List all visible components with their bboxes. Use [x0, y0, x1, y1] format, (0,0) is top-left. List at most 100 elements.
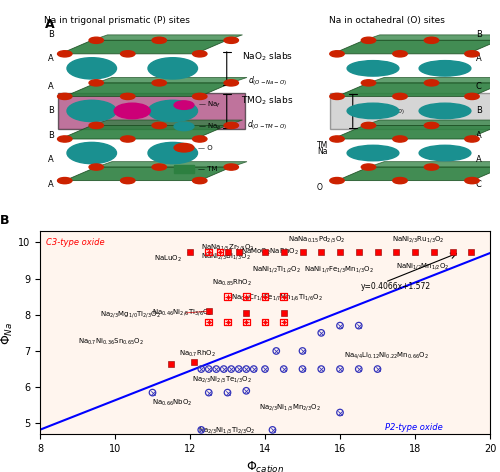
- Text: TMO$_2$ slabs: TMO$_2$ slabs: [241, 94, 294, 107]
- Circle shape: [465, 93, 479, 100]
- Ellipse shape: [419, 60, 471, 76]
- Point: [224, 248, 232, 256]
- Circle shape: [362, 122, 376, 128]
- Polygon shape: [368, 161, 500, 167]
- Polygon shape: [60, 40, 227, 54]
- Text: y=0.4066x+1.572: y=0.4066x+1.572: [360, 282, 431, 291]
- Text: NaO$_2$ slabs: NaO$_2$ slabs: [242, 50, 293, 63]
- Point: [298, 347, 306, 355]
- Circle shape: [89, 164, 104, 170]
- Point: [205, 318, 213, 326]
- Circle shape: [114, 103, 150, 118]
- Point: [220, 365, 228, 373]
- Point: [190, 358, 198, 366]
- Circle shape: [465, 51, 479, 57]
- Text: Na$_{0.9}$Cr$_{1/7}$Fe$_{1/7}$Mn$_{1/6}$Ti$_{1/6}$O$_2$: Na$_{0.9}$Cr$_{1/7}$Fe$_{1/7}$Mn$_{1/6}$…: [231, 293, 323, 303]
- Point: [280, 293, 288, 301]
- Point: [317, 329, 325, 337]
- Text: NaNi$_{1/2}$Mn$_{1/2}$O$_2$: NaNi$_{1/2}$Mn$_{1/2}$O$_2$: [396, 261, 450, 272]
- Point: [280, 318, 288, 326]
- Circle shape: [152, 37, 166, 43]
- Text: A: A: [48, 54, 54, 63]
- Point: [242, 293, 250, 301]
- Ellipse shape: [347, 103, 399, 118]
- Point: [336, 365, 344, 373]
- Circle shape: [496, 80, 500, 86]
- Point: [336, 322, 344, 329]
- Circle shape: [120, 51, 135, 57]
- Point: [205, 318, 213, 326]
- Point: [355, 322, 363, 329]
- Point: [242, 365, 250, 373]
- Text: Na$_{0.85}$RhO$_2$: Na$_{0.85}$RhO$_2$: [212, 278, 252, 288]
- Text: C3-type oxide: C3-type oxide: [46, 238, 104, 247]
- Point: [411, 248, 419, 256]
- Point: [280, 248, 288, 256]
- Point: [224, 318, 232, 326]
- Point: [235, 365, 243, 373]
- Point: [242, 318, 250, 326]
- Point: [261, 318, 269, 326]
- Text: C: C: [476, 180, 482, 189]
- Text: Na$_{0.66}$NbO$_2$: Na$_{0.66}$NbO$_2$: [152, 397, 193, 408]
- Polygon shape: [368, 77, 500, 83]
- Ellipse shape: [419, 145, 471, 161]
- Text: Na$_{2/3}$Ni$_{2/3}$Te$_{1/3}$O$_2$: Na$_{2/3}$Ni$_{2/3}$Te$_{1/3}$O$_2$: [192, 375, 252, 386]
- Point: [224, 318, 232, 326]
- Circle shape: [152, 164, 166, 170]
- Point: [212, 365, 220, 373]
- Point: [355, 322, 363, 329]
- Point: [355, 365, 363, 373]
- Point: [242, 387, 250, 395]
- Point: [298, 365, 306, 373]
- Point: [336, 248, 344, 256]
- Circle shape: [152, 122, 166, 128]
- Point: [224, 293, 232, 301]
- Ellipse shape: [347, 60, 399, 76]
- Point: [261, 293, 269, 301]
- Point: [224, 389, 232, 396]
- Text: A: A: [44, 18, 54, 31]
- Point: [216, 248, 224, 256]
- Polygon shape: [96, 77, 247, 83]
- Text: Na in octahedral (O) sites: Na in octahedral (O) sites: [328, 16, 444, 25]
- Text: $d_{(O-TM-O)}$: $d_{(O-TM-O)}$: [368, 106, 406, 116]
- Circle shape: [120, 177, 135, 184]
- Point: [205, 307, 213, 315]
- Circle shape: [465, 136, 479, 142]
- Text: A: A: [476, 131, 482, 140]
- Text: A: A: [48, 82, 54, 91]
- Circle shape: [192, 136, 207, 142]
- Polygon shape: [337, 83, 500, 96]
- Circle shape: [58, 177, 72, 184]
- Text: NaLuO$_2$: NaLuO$_2$: [154, 252, 190, 264]
- Point: [205, 389, 213, 396]
- Ellipse shape: [419, 103, 471, 118]
- Point: [298, 365, 306, 373]
- Point: [280, 365, 288, 373]
- Text: A: A: [48, 180, 54, 189]
- Point: [186, 248, 194, 256]
- Circle shape: [496, 122, 500, 128]
- Point: [197, 365, 205, 373]
- Point: [261, 365, 269, 373]
- Circle shape: [224, 80, 238, 86]
- Point: [268, 426, 276, 434]
- Circle shape: [67, 143, 116, 164]
- Point: [167, 360, 175, 367]
- Bar: [174, 165, 194, 173]
- Circle shape: [393, 51, 407, 57]
- Point: [261, 318, 269, 326]
- Circle shape: [174, 143, 194, 152]
- Circle shape: [192, 93, 207, 100]
- Text: — TM: — TM: [198, 166, 217, 172]
- Circle shape: [174, 122, 194, 131]
- Polygon shape: [65, 167, 231, 181]
- Polygon shape: [96, 161, 247, 167]
- Circle shape: [393, 177, 407, 184]
- Point: [197, 365, 205, 373]
- Point: [242, 318, 250, 326]
- Text: NaNi$_{2/3}$Ru$_{1/3}$O$_2$: NaNi$_{2/3}$Ru$_{1/3}$O$_2$: [392, 235, 445, 245]
- Polygon shape: [92, 120, 242, 126]
- Point: [355, 248, 363, 256]
